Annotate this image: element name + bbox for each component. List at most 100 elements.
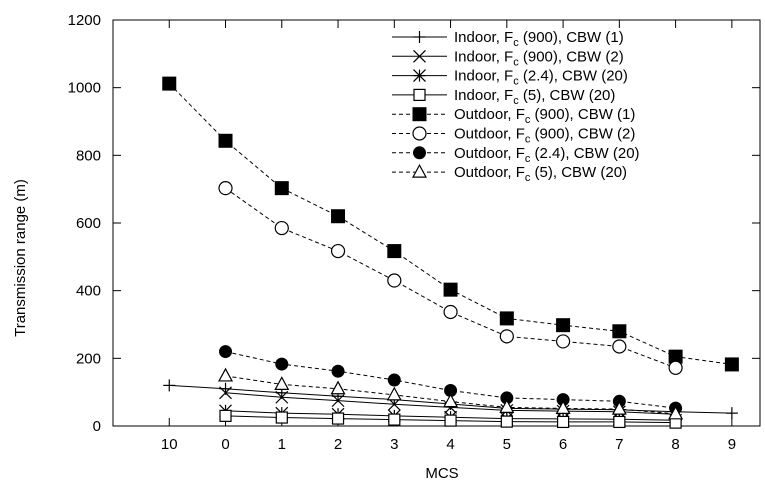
marker-square-filled: [612, 324, 627, 339]
y-axis-label: Transmission range (m): [12, 179, 29, 337]
marker-circle-filled: [556, 393, 570, 407]
legend-label-text: Outdoor, F: [454, 106, 525, 123]
legend-item: Indoor, Fc (900), CBW (2): [392, 48, 624, 68]
marker-stroke: [413, 69, 426, 83]
marker-stroke: [331, 394, 345, 408]
marker-circle-open: [443, 304, 458, 320]
legend-label: Indoor, Fc (5), CBW (20): [454, 87, 615, 107]
marker-plus: [163, 379, 176, 392]
marker-square-filled: [274, 181, 289, 196]
marker-square-open: [388, 413, 401, 426]
x-tick-label: 8: [671, 436, 679, 453]
y-tick-label: 200: [76, 350, 101, 367]
legend-label-subscript: c: [525, 134, 531, 146]
legend-label-subscript: c: [525, 172, 531, 184]
marker-circle-open: [274, 220, 289, 236]
plot-frame: [112, 19, 761, 427]
x-tick-label: 10: [161, 436, 178, 453]
marker-square-filled: [162, 76, 177, 91]
y-tick-label: 0: [93, 418, 101, 435]
marker-square-filled: [331, 209, 346, 224]
marker-triangle-open: [330, 380, 346, 395]
legend-item: Outdoor, Fc (900), CBW (2): [392, 126, 635, 146]
legend-label-text: (900), CBW (1): [530, 106, 635, 123]
series-line: [225, 351, 676, 409]
marker-triangle-open: [555, 400, 571, 415]
marker-triangle-open: [411, 163, 428, 178]
legend-label-text: Indoor, F: [454, 87, 513, 104]
legend: Indoor, Fc (900), CBW (1)Indoor, Fc (900…: [392, 29, 640, 184]
legend-label-subscript: c: [513, 56, 519, 68]
x-tick-label: 5: [503, 436, 511, 453]
marker-square-open: [500, 415, 513, 428]
legend-label-subscript: c: [513, 76, 519, 88]
marker-circle-filled: [387, 373, 401, 387]
marker-circle-open: [555, 334, 571, 349]
marker-circle-filled: [275, 357, 289, 371]
legend-label-text: (2.4), CBW (20): [530, 145, 639, 162]
legend-label: Outdoor, Fc (2.4), CBW (20): [454, 145, 640, 165]
x-tick-label: 2: [334, 436, 342, 453]
marker-plus: [413, 31, 426, 43]
marker-circle-open: [330, 243, 346, 259]
x-tick-label: 0: [221, 436, 229, 453]
marker-circle-filled: [444, 383, 458, 397]
legend-item: Outdoor, Fc (2.4), CBW (20): [392, 145, 640, 165]
marker-square-filled: [412, 107, 427, 122]
marker-circle-open: [218, 181, 233, 196]
marker-cross: [413, 49, 426, 63]
legend-label: Outdoor, Fc (5), CBW (20): [454, 164, 627, 184]
series-layer: [162, 76, 739, 429]
axes: 0 200 400 600 800 1000 1200 10 0 1 2 3 4 5 6 7 8 9: [68, 12, 761, 453]
y-tick-label: 600: [76, 215, 101, 232]
marker-square-open: [413, 88, 426, 102]
series-line: [168, 83, 732, 365]
marker-stroke: [275, 390, 289, 404]
series-8: [218, 367, 684, 420]
marker-circle-open: [499, 329, 514, 344]
marker-star: [413, 69, 426, 83]
marker-circle-open: [412, 126, 427, 141]
legend-label-text: (2.4), CBW (20): [519, 68, 628, 85]
x-tick-label: 4: [446, 436, 454, 453]
marker-triangle-open: [386, 386, 402, 401]
marker-stroke: [219, 386, 232, 400]
legend-item: Outdoor, Fc (5), CBW (20): [392, 163, 627, 184]
marker-circle-open: [668, 360, 683, 375]
x-tick-label: 6: [559, 436, 567, 453]
marker-square-open: [444, 414, 457, 427]
legend-label-text: Indoor, F: [454, 48, 513, 65]
legend-item: Indoor, Fc (2.4), CBW (20): [392, 68, 628, 88]
x-axis-label: MCS: [425, 465, 458, 482]
legend-label-subscript: c: [525, 153, 531, 165]
legend-label: Outdoor, Fc (900), CBW (1): [454, 106, 635, 126]
marker-triangle-open: [499, 399, 515, 413]
marker-circle-filled: [500, 391, 514, 405]
legend-label: Indoor, Fc (900), CBW (2): [454, 48, 624, 68]
marker-cross: [331, 394, 345, 408]
y-tick-label: 800: [76, 147, 101, 164]
marker-circle-filled: [331, 364, 345, 378]
series-line: [225, 187, 676, 369]
legend-label-text: (900), CBW (2): [530, 126, 635, 143]
series-4: [219, 409, 682, 429]
marker-triangle-open: [218, 367, 234, 382]
legend-label-text: (900), CBW (2): [519, 48, 624, 65]
legend-label-text: (900), CBW (1): [519, 29, 624, 46]
marker-circle-open: [387, 273, 402, 288]
legend-label: Indoor, Fc (900), CBW (1): [454, 29, 624, 49]
marker-square-filled: [387, 244, 402, 259]
marker-triangle-open: [611, 400, 627, 415]
x-tick-label: 9: [728, 436, 736, 453]
marker-square-filled: [218, 133, 233, 148]
marker-stroke: [413, 49, 426, 63]
legend-item: Outdoor, Fc (900), CBW (1): [392, 106, 635, 126]
marker-square-filled: [443, 282, 458, 297]
legend-item: Indoor, Fc (5), CBW (20): [392, 87, 615, 107]
marker-square-open: [219, 409, 232, 422]
legend-label-subscript: c: [513, 95, 519, 107]
marker-plus: [725, 407, 738, 420]
legend-label-text: (5), CBW (20): [530, 164, 627, 181]
marker-triangle-open: [274, 376, 290, 390]
